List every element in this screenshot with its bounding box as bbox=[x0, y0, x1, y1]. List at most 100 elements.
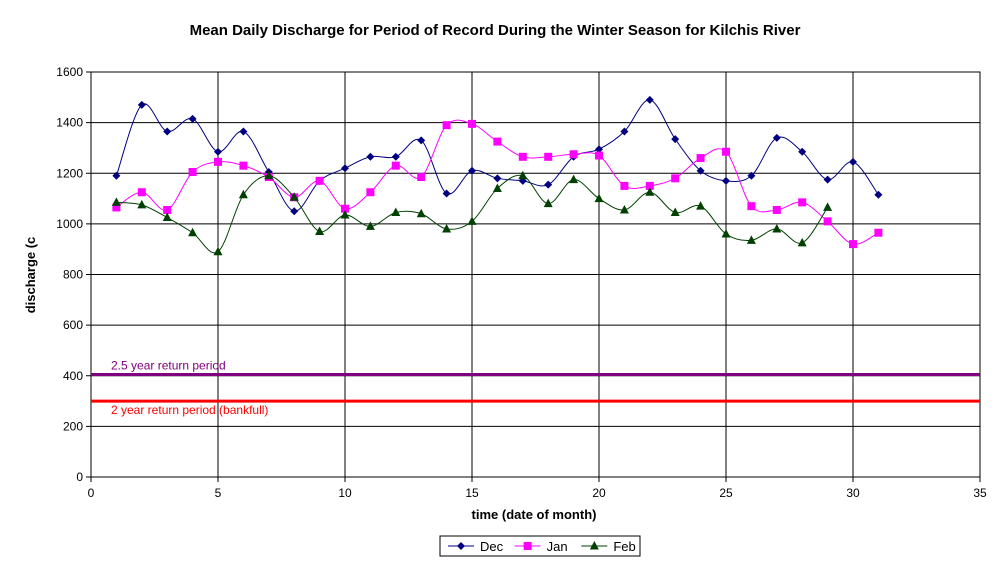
legend-swatch-marker bbox=[523, 542, 532, 550]
legend-label: Feb bbox=[613, 539, 635, 554]
data-point bbox=[670, 207, 680, 216]
data-point bbox=[620, 181, 629, 190]
data-point bbox=[595, 145, 603, 154]
data-point bbox=[315, 176, 324, 185]
data-point bbox=[366, 188, 375, 197]
data-point bbox=[544, 152, 553, 161]
data-point bbox=[391, 152, 400, 161]
x-tick-label: 30 bbox=[846, 486, 860, 500]
data-point bbox=[468, 166, 476, 175]
data-point bbox=[492, 183, 502, 192]
data-point bbox=[671, 135, 680, 144]
legend-swatch-marker bbox=[589, 541, 599, 550]
data-point bbox=[594, 193, 604, 203]
data-point bbox=[569, 150, 578, 159]
x-tick-label: 20 bbox=[592, 486, 606, 500]
data-point bbox=[772, 223, 782, 233]
data-point bbox=[290, 207, 299, 216]
data-point bbox=[239, 161, 248, 170]
data-point bbox=[341, 204, 349, 213]
x-tick-label: 10 bbox=[338, 486, 352, 500]
data-point bbox=[874, 228, 883, 237]
data-point bbox=[213, 246, 223, 256]
data-point bbox=[137, 188, 146, 197]
x-tick-label: 0 bbox=[88, 486, 95, 500]
data-point bbox=[417, 136, 426, 145]
data-point bbox=[468, 119, 476, 128]
y-tick-label: 1000 bbox=[56, 217, 83, 231]
data-point bbox=[722, 176, 730, 185]
data-point bbox=[391, 207, 401, 216]
reference-line-label: 2.5 year return period bbox=[111, 358, 226, 372]
data-point bbox=[111, 197, 121, 206]
data-point bbox=[239, 127, 248, 136]
data-point bbox=[696, 201, 706, 210]
data-point bbox=[772, 133, 781, 142]
data-point bbox=[518, 152, 527, 161]
data-point bbox=[442, 189, 451, 198]
x-axis-title: time (date of month) bbox=[472, 507, 597, 522]
legend-swatch-marker bbox=[457, 542, 465, 550]
data-point bbox=[442, 223, 452, 233]
data-point bbox=[442, 121, 451, 130]
data-point bbox=[112, 171, 121, 180]
data-point bbox=[823, 217, 832, 226]
data-point bbox=[747, 171, 756, 180]
series-feb bbox=[111, 170, 833, 256]
chart-title: Mean Daily Discharge for Period of Recor… bbox=[190, 22, 801, 39]
reference-line-label: 2 year return period (bankfull) bbox=[111, 403, 268, 417]
y-axis-title: discharge (c bbox=[23, 237, 38, 314]
data-point bbox=[518, 170, 528, 180]
data-point bbox=[137, 100, 146, 109]
data-point bbox=[416, 208, 426, 218]
data-point bbox=[391, 161, 400, 170]
data-point bbox=[747, 202, 756, 211]
data-point bbox=[467, 216, 477, 225]
data-point bbox=[798, 198, 807, 207]
legend-label: Dec bbox=[480, 539, 504, 554]
data-point bbox=[823, 202, 833, 211]
data-point bbox=[645, 95, 654, 104]
data-point bbox=[645, 187, 655, 196]
y-tick-label: 1400 bbox=[56, 116, 83, 130]
y-tick-label: 1600 bbox=[56, 65, 83, 79]
data-point bbox=[188, 227, 198, 237]
data-point bbox=[214, 147, 222, 156]
x-tick-label: 15 bbox=[465, 486, 479, 500]
data-point bbox=[188, 114, 197, 123]
legend: Dec Jan Feb bbox=[439, 535, 641, 557]
y-tick-label: 800 bbox=[63, 268, 83, 282]
data-point bbox=[544, 180, 553, 189]
data-point bbox=[569, 174, 579, 184]
data-point bbox=[645, 181, 654, 190]
data-point bbox=[874, 190, 883, 199]
data-point bbox=[289, 192, 299, 201]
x-tick-label: 25 bbox=[719, 486, 733, 500]
data-point bbox=[162, 212, 172, 222]
data-point bbox=[315, 226, 325, 235]
data-point bbox=[365, 221, 375, 230]
data-point bbox=[772, 205, 781, 214]
data-point bbox=[543, 198, 553, 208]
y-tick-label: 1200 bbox=[56, 166, 83, 180]
data-point bbox=[746, 235, 756, 244]
y-tick-label: 200 bbox=[63, 419, 83, 433]
data-point bbox=[238, 189, 248, 199]
data-point bbox=[619, 204, 629, 214]
y-tick-label: 0 bbox=[76, 470, 83, 484]
data-point bbox=[493, 174, 502, 183]
data-point bbox=[188, 167, 197, 176]
data-point bbox=[849, 157, 857, 166]
y-tick-label: 400 bbox=[63, 369, 83, 383]
data-point bbox=[163, 127, 172, 136]
data-point bbox=[264, 170, 274, 180]
data-point bbox=[696, 154, 705, 163]
data-point bbox=[696, 166, 705, 175]
data-point bbox=[595, 151, 603, 160]
y-tick-label: 600 bbox=[63, 318, 83, 332]
data-point bbox=[722, 147, 730, 156]
data-point bbox=[341, 164, 349, 173]
data-point bbox=[417, 173, 426, 182]
legend-label: Jan bbox=[547, 539, 568, 554]
